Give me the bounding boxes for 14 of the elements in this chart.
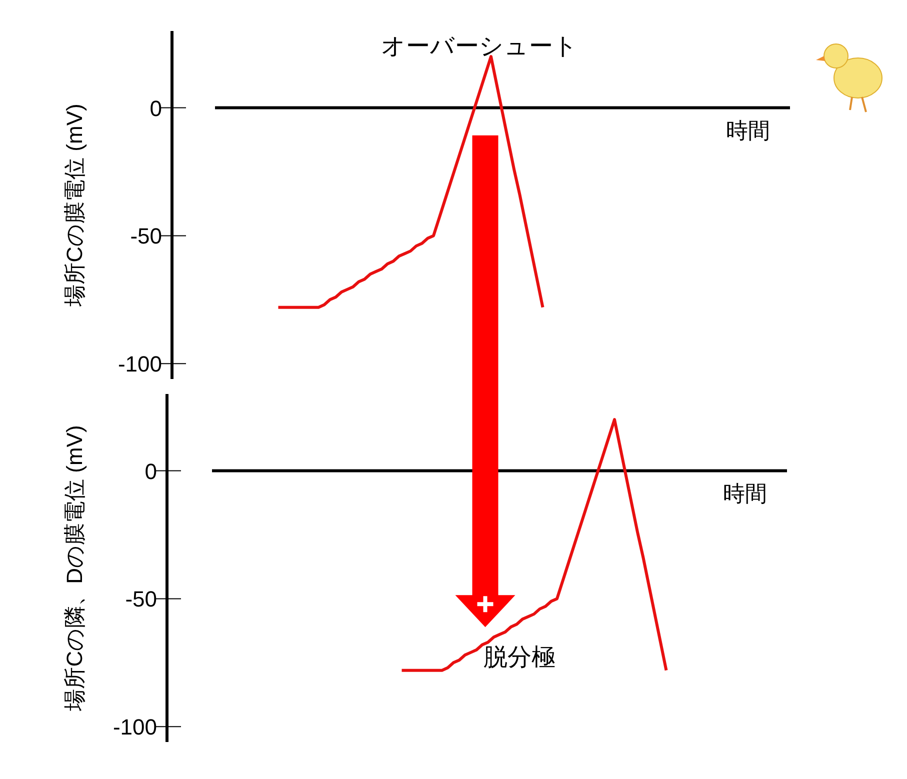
x-axis-title: 時間 bbox=[723, 480, 767, 506]
x-axis-title: 時間 bbox=[726, 118, 770, 143]
annotation: 脱分極 bbox=[484, 644, 556, 671]
y-tick-label: -100 bbox=[118, 352, 162, 377]
y-tick-label: 0 bbox=[150, 96, 162, 121]
y-tick-label: -50 bbox=[130, 224, 162, 249]
y-tick-label: -100 bbox=[112, 714, 157, 740]
y-tick-label: 0 bbox=[144, 458, 157, 484]
y-tick-label: -50 bbox=[125, 586, 157, 612]
y-axis-title: 場所Cの膜電位 (mV) bbox=[62, 104, 87, 308]
y-axis-title: 場所Cの隣、Dの膜電位 (mV) bbox=[62, 425, 87, 712]
annotation: オーバーシュート bbox=[381, 33, 578, 60]
line-series bbox=[276, 55, 544, 309]
line-series bbox=[400, 418, 668, 672]
